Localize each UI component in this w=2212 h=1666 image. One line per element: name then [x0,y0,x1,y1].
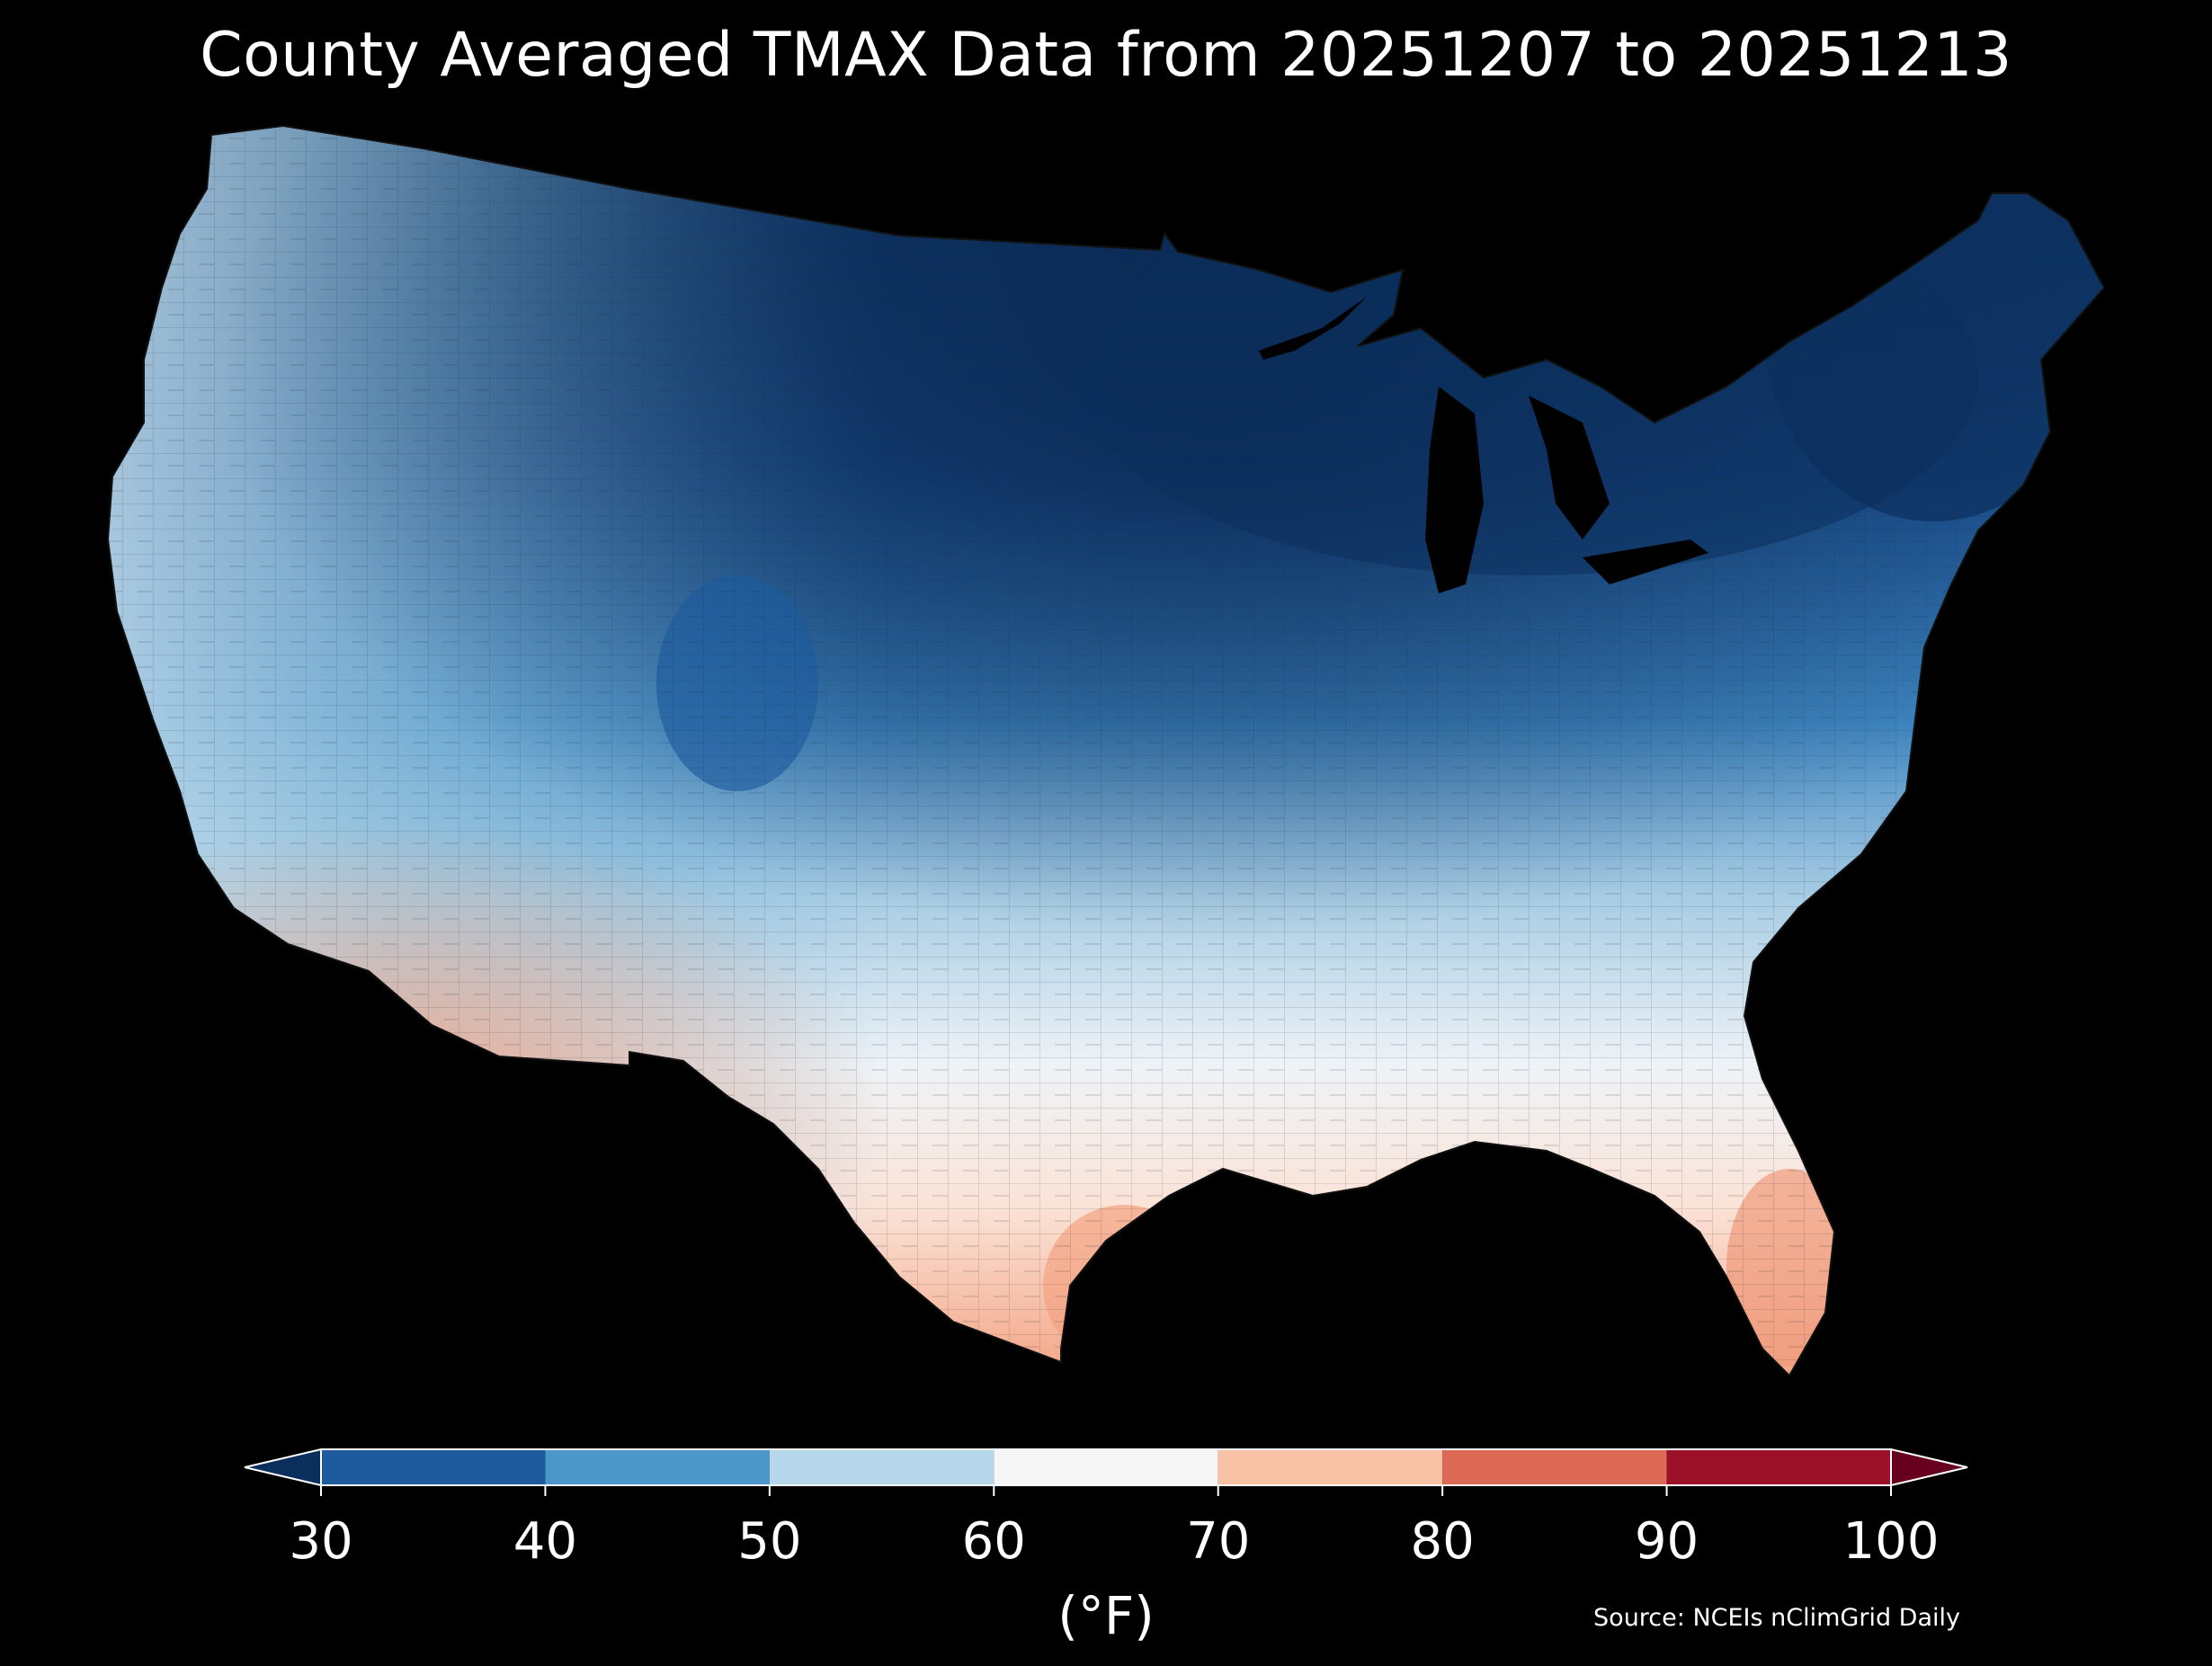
colorbar-bin-50-60 [769,1449,995,1485]
colorbar-under-arrow [244,1448,322,1487]
colorbar-tick-label: 30 [289,1512,353,1571]
choropleth-map [107,125,2105,1376]
colorbar-bin-30-40 [321,1449,546,1485]
colorbar-tick-label: 90 [1634,1512,1699,1571]
colorbar-tick-label: 70 [1186,1512,1251,1571]
colorbar-tick-label: 100 [1842,1512,1940,1571]
lake-michigan [1425,387,1484,593]
colorbar-tick-label: 80 [1410,1512,1475,1571]
colorbar-over-arrow [1890,1448,1968,1487]
colorbar-bin-40-50 [545,1449,770,1485]
colorbar-outline [320,1448,1892,1486]
lake-superior [1259,297,1367,360]
colorbar-bin-80-90 [1442,1449,1667,1485]
lake-erie [1583,539,1708,584]
colorbar-unit-label: (°F) [1057,1585,1155,1646]
colorbar-tick-label: 50 [737,1512,802,1571]
colorbar-bin-90-100 [1666,1449,1891,1485]
colorbar-bin-70-80 [1217,1449,1443,1485]
lake-huron [1529,396,1610,539]
colorbar-bin-60-70 [994,1449,1218,1485]
colorbar-tick-label: 60 [961,1512,1026,1571]
colorbar-tick-label: 40 [513,1512,578,1571]
source-note: Source: NCEIs nClimGrid Daily [1593,1604,1960,1632]
map-title: County Averaged TMAX Data from 20251207 … [200,20,2012,91]
